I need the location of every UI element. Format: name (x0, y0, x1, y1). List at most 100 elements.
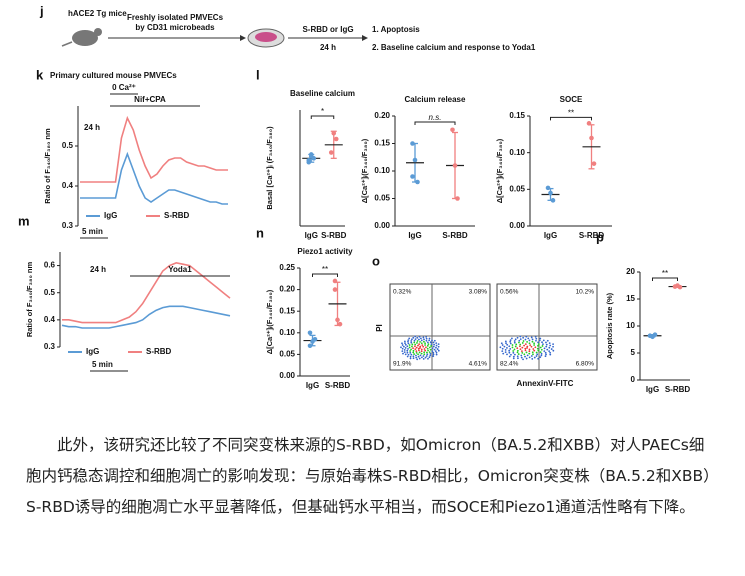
x-tick-label: IgG (306, 381, 319, 390)
event (534, 336, 537, 338)
event (531, 358, 534, 360)
event (433, 339, 436, 342)
event (544, 355, 547, 358)
event (516, 351, 519, 354)
event (519, 345, 521, 348)
data-point (333, 136, 339, 142)
annotation: 0 Ca²⁺ (112, 83, 136, 92)
event (435, 351, 438, 354)
event (404, 353, 407, 356)
data-point (332, 287, 338, 292)
isolation-label: by CD31 microbeads (135, 23, 215, 32)
data-point (331, 130, 337, 136)
event (431, 350, 434, 353)
event (531, 340, 534, 343)
event (530, 336, 533, 339)
event (427, 357, 429, 360)
significance: ** (662, 269, 668, 278)
x-tick-label: S-RBD (321, 231, 347, 240)
event (501, 347, 504, 350)
event (519, 335, 522, 338)
event (516, 349, 519, 352)
event (431, 339, 433, 342)
event (425, 339, 428, 342)
event (542, 343, 544, 346)
annotation: 5 min (92, 360, 113, 369)
significance: n.s. (429, 113, 442, 122)
event (501, 344, 504, 346)
event (408, 344, 411, 346)
event (435, 353, 438, 356)
event (406, 345, 409, 348)
quadrant-label: 3.08% (469, 289, 488, 296)
event (409, 357, 412, 360)
event (417, 353, 419, 356)
y-tick-label: 0.20 (279, 285, 295, 294)
sig-bracket (414, 121, 456, 125)
event (502, 352, 505, 355)
data-point (589, 135, 594, 141)
event (533, 356, 536, 359)
data-point (306, 159, 312, 165)
y-tick-label: 0.10 (509, 148, 525, 157)
event (512, 357, 515, 360)
y-tick-label: 0.00 (509, 221, 525, 230)
y-tick-label: 0.25 (279, 263, 295, 272)
event (418, 357, 421, 360)
data-point (311, 156, 317, 161)
event (420, 342, 423, 345)
event (427, 349, 429, 352)
panel-letter: n (256, 225, 264, 240)
event (501, 350, 504, 353)
event (417, 355, 420, 358)
figure: j hACE2 Tg mice Freshly isolated PMVECs … (18, 3, 690, 394)
event (411, 343, 414, 346)
event (417, 344, 419, 347)
event (420, 350, 423, 353)
annotation: 24 h (84, 123, 100, 132)
data-point (307, 330, 313, 336)
chart-title: SOCE (560, 95, 583, 104)
event (533, 349, 536, 352)
event (513, 340, 516, 342)
y-tick-label: 20 (626, 267, 635, 276)
event (508, 351, 511, 354)
event (430, 345, 432, 347)
event (528, 350, 531, 353)
event (523, 353, 526, 356)
event (424, 349, 427, 352)
event (546, 339, 549, 342)
event (506, 353, 508, 356)
event (524, 349, 527, 352)
event (509, 347, 512, 350)
event (526, 345, 529, 348)
event (542, 339, 545, 342)
event (531, 351, 534, 354)
event (407, 340, 409, 343)
event (533, 344, 536, 346)
event (404, 343, 407, 346)
event (508, 349, 511, 352)
data-point (410, 174, 415, 179)
y-tick-label: 15 (626, 294, 635, 303)
y-axis-label: Δ[Ca²⁺]ᵢ(F₃₄₀/F₃₈₀) (265, 289, 274, 354)
y-tick-label: 0.10 (279, 328, 295, 337)
event (525, 351, 528, 354)
sig-bracket (312, 273, 338, 277)
event (545, 345, 548, 348)
sig-bracket (550, 116, 592, 121)
event (526, 341, 528, 343)
quadrant-label: 10.2% (576, 289, 595, 296)
quadrant-label: 82.4% (500, 361, 519, 368)
event (429, 352, 432, 355)
event (400, 346, 402, 349)
chart-title: Primary cultured mouse PMVECs (50, 71, 177, 80)
event (433, 348, 436, 351)
event (524, 347, 527, 350)
event (418, 349, 420, 352)
event (403, 349, 406, 351)
event (414, 343, 417, 346)
trace (80, 115, 228, 183)
data-point (308, 152, 314, 157)
event (540, 352, 543, 355)
